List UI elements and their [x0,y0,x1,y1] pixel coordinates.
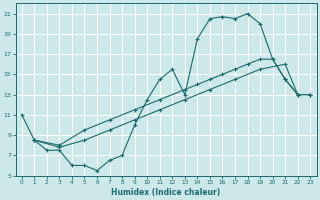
X-axis label: Humidex (Indice chaleur): Humidex (Indice chaleur) [111,188,221,197]
